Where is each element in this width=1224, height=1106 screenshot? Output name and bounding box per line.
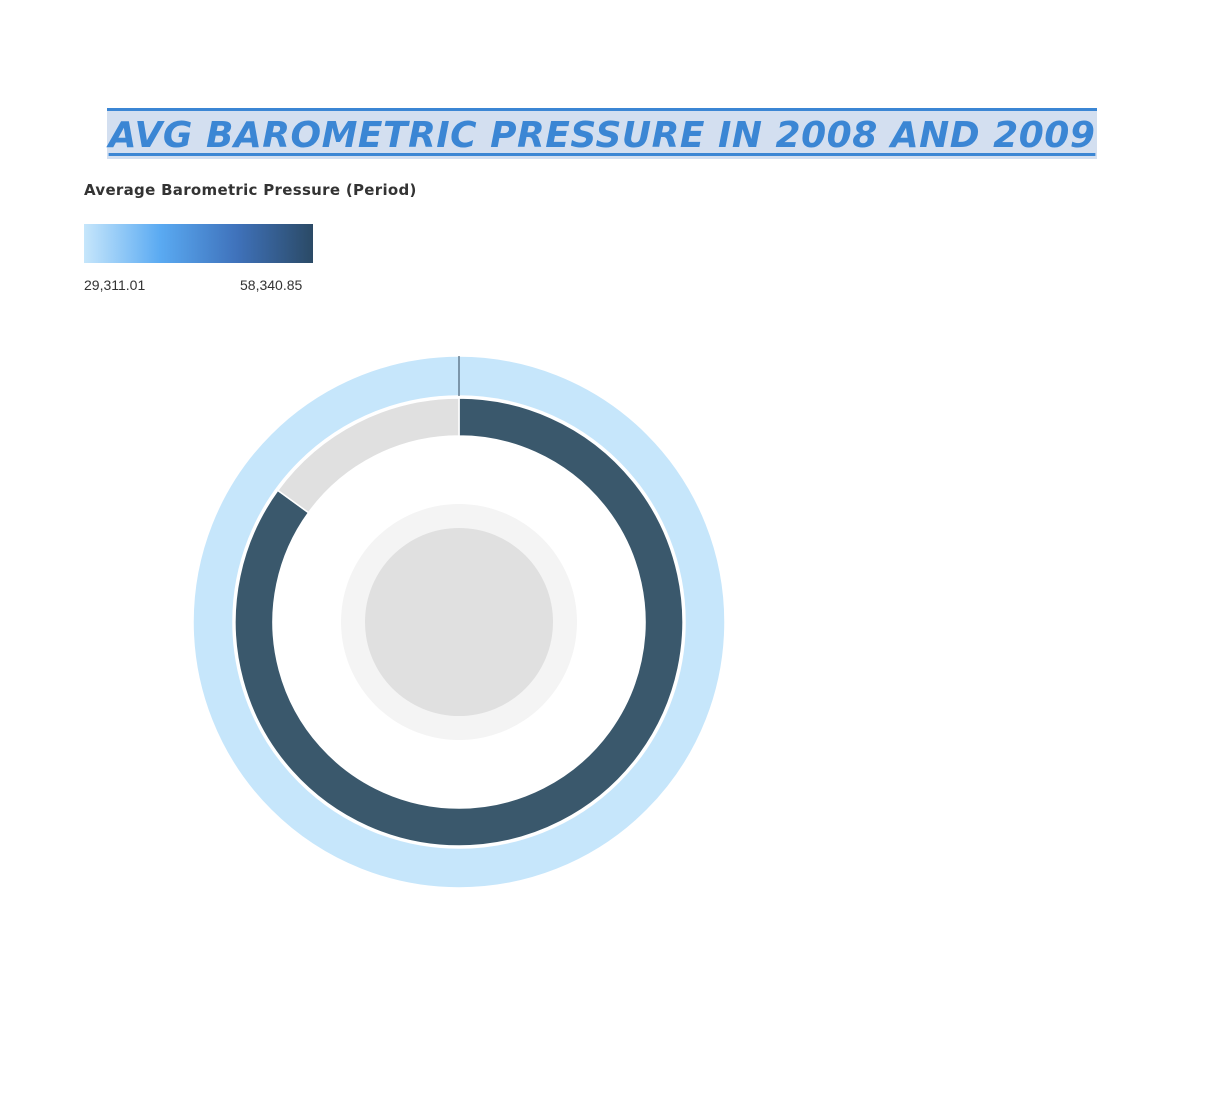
inner-ring-segment-1[interactable]	[234, 397, 684, 847]
legend-max-label: 58,340.85	[240, 277, 303, 293]
center-inner-disc[interactable]	[365, 528, 553, 716]
legend-min-label: 29,311.01	[84, 277, 146, 293]
title-wrapper: AVG BAROMETRIC PRESSURE IN 2008 AND 2009	[0, 108, 1204, 159]
inner-ring-segment-2[interactable]	[276, 397, 460, 514]
legend-title: Average Barometric Pressure (Period)	[84, 181, 417, 199]
legend-gradient-bar	[84, 224, 313, 263]
page-title[interactable]: AVG BAROMETRIC PRESSURE IN 2008 AND 2009	[106, 108, 1098, 159]
outer-ring-segment-1[interactable]	[192, 355, 726, 889]
legend-color-scale	[84, 224, 313, 263]
